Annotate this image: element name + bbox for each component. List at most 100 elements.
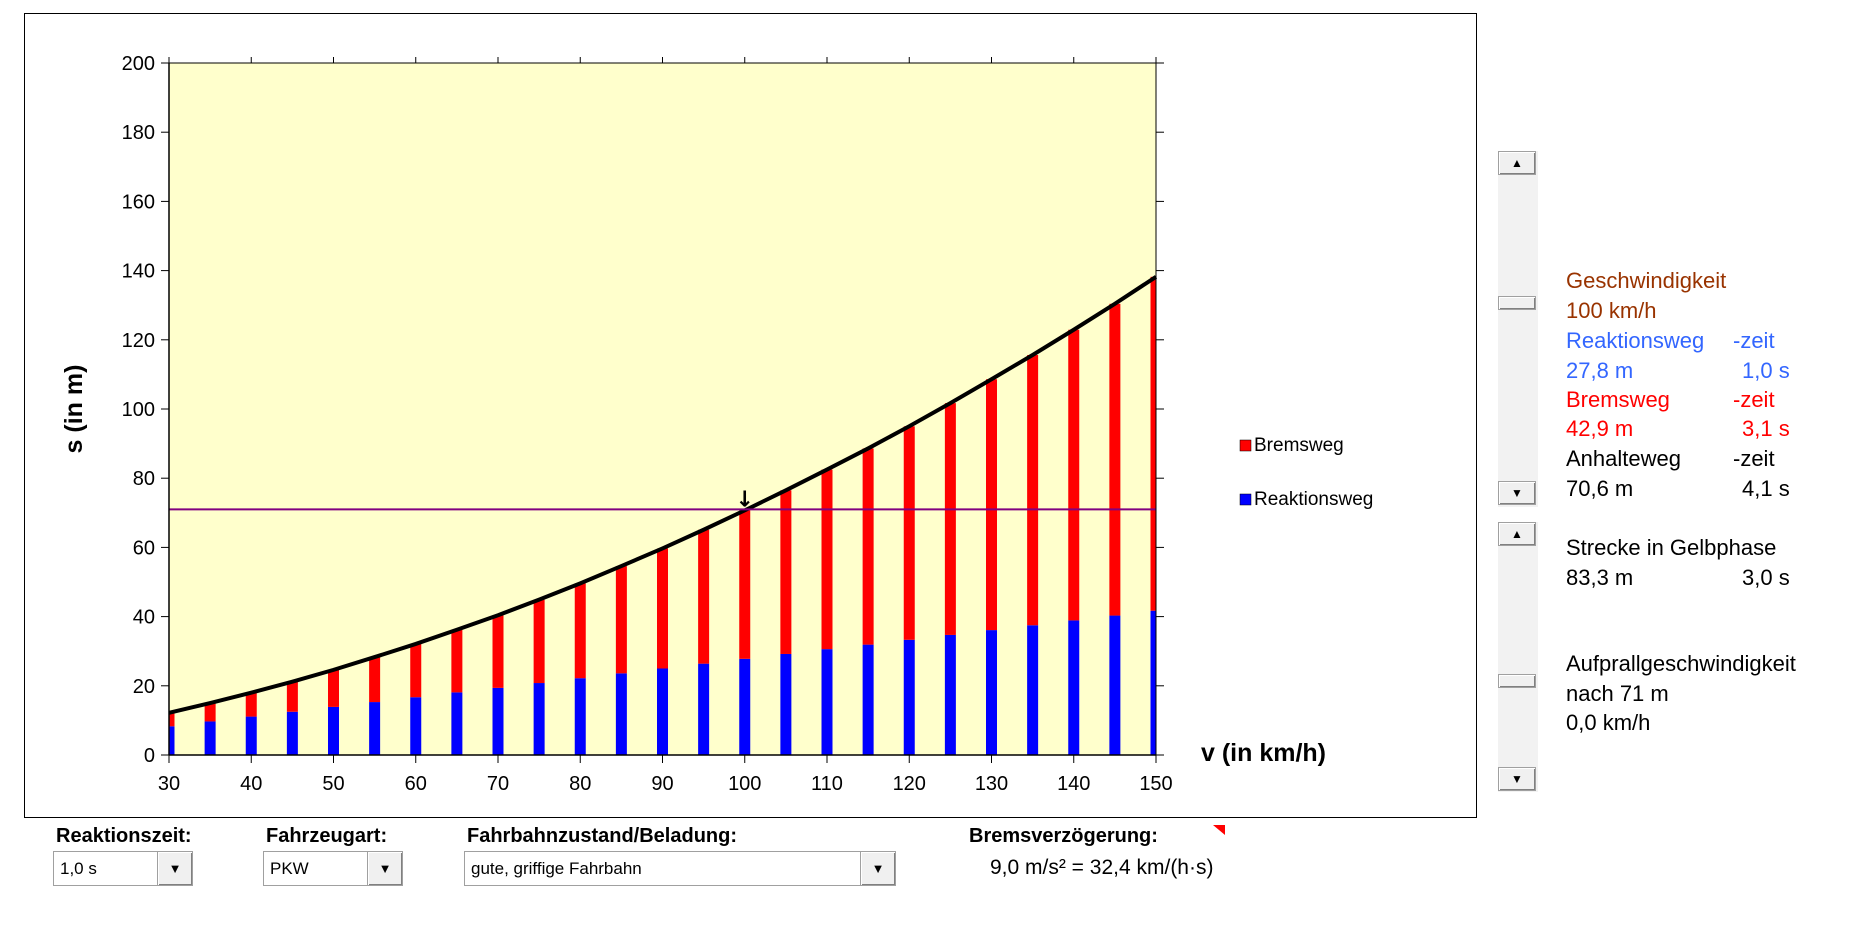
bar-reaktionsweg <box>574 678 586 755</box>
x-tick-label: 130 <box>975 773 1008 795</box>
geschwindigkeit-value: 100 km/h <box>1566 298 1657 323</box>
bar-reaktionsweg <box>944 634 956 755</box>
bar-reaktionsweg <box>1068 620 1080 755</box>
aufprall-value: 0,0 km/h <box>1566 710 1651 735</box>
x-tick-label: 40 <box>240 773 262 795</box>
scroll-down-arrow-icon[interactable]: ▼ <box>1498 481 1536 505</box>
bar-reaktionsweg <box>286 711 298 755</box>
fahrbahn-label: Fahrbahnzustand/Beladung: <box>467 825 737 847</box>
bar-reaktionsweg <box>698 663 710 755</box>
reaktionszeit-label: Reaktionszeit: <box>56 825 192 847</box>
x-tick-label: 90 <box>651 773 673 795</box>
bar-reaktionsweg <box>204 721 216 755</box>
bar-reaktionsweg <box>821 649 833 755</box>
legend-swatch <box>1239 439 1252 452</box>
bar-bremsweg <box>944 403 956 635</box>
bar-reaktionsweg <box>369 702 381 755</box>
speed-arrow-icon: ↓ <box>736 487 754 512</box>
dropdown-arrow-icon[interactable]: ▼ <box>860 852 895 885</box>
distance-scrollbar[interactable]: ▲ ▼ <box>1498 522 1538 792</box>
bar-bremsweg <box>533 599 545 684</box>
anhalteweg-value: 70,6 m <box>1566 476 1634 501</box>
y-tick-label: 120 <box>122 330 155 352</box>
y-tick-label: 40 <box>133 607 155 629</box>
bar-bremsweg <box>986 379 997 631</box>
anhaltezeit-value: 4,1 s <box>1742 476 1790 501</box>
scroll-up-arrow-icon[interactable]: ▲ <box>1498 522 1536 546</box>
bremsverzoegerung-label: Bremsverzögerung: <box>969 825 1158 847</box>
y-tick-label: 80 <box>133 468 155 490</box>
fahrbahn-dropdown[interactable]: gute, griffige Fahrbahn ▼ <box>464 851 896 886</box>
y-tick-label: 60 <box>133 537 155 559</box>
bar-reaktionsweg <box>451 692 463 755</box>
bar-bremsweg <box>328 669 339 707</box>
x-tick-label: 140 <box>1057 773 1090 795</box>
bar-bremsweg <box>615 566 627 674</box>
gelbphase-strecke: 83,3 m <box>1566 565 1634 590</box>
x-tick-label: 60 <box>405 773 427 795</box>
comment-indicator-icon <box>1213 825 1225 835</box>
x-tick-label: 50 <box>322 773 344 795</box>
bar-reaktionsweg <box>739 658 751 755</box>
y-tick-label: 20 <box>133 676 155 698</box>
anhaltezeit-label: -zeit <box>1733 446 1775 471</box>
bar-reaktionsweg <box>492 687 504 755</box>
bar-reaktionsweg <box>245 716 257 755</box>
reaktionsweg-value: 27,8 m <box>1566 358 1634 383</box>
bar-bremsweg <box>903 426 915 640</box>
dropdown-arrow-icon[interactable]: ▼ <box>367 852 402 885</box>
bar-bremsweg <box>1068 329 1080 621</box>
bar-bremsweg <box>204 703 216 722</box>
bar-bremsweg <box>862 448 874 645</box>
bar-reaktionsweg <box>410 697 422 755</box>
x-tick-label: 80 <box>569 773 591 795</box>
bar-bremsweg <box>169 712 175 727</box>
bar-bremsweg <box>739 510 751 659</box>
y-axis-title: s (in m) <box>60 365 88 454</box>
scroll-up-arrow-icon[interactable]: ▲ <box>1498 151 1536 175</box>
legend-label: Reaktionsweg <box>1254 489 1373 510</box>
reaktionszeit-value: 1,0 s <box>1742 358 1790 383</box>
bar-reaktionsweg <box>986 630 997 755</box>
chart-frame: 0 20 40 60 80 100 120 140 160 180 200 30 40 50 60 70 80 9… <box>24 13 1477 818</box>
bar-bremsweg <box>1150 276 1156 611</box>
x-tick-label: 150 <box>1139 773 1172 795</box>
bremszeit-label: -zeit <box>1733 387 1775 412</box>
bar-bremsweg <box>657 548 668 669</box>
bremsweg-label: Bremsweg <box>1566 387 1670 412</box>
fahrzeugart-label: Fahrzeugart: <box>266 825 388 847</box>
bar-reaktionsweg <box>1109 615 1121 755</box>
fahrzeugart-dropdown[interactable]: PKW ▼ <box>263 851 403 886</box>
legend-swatch <box>1239 493 1252 506</box>
y-tick-label: 160 <box>122 191 155 213</box>
legend-label: Bremsweg <box>1254 435 1344 456</box>
reaktionszeit-value: 1,0 s <box>60 859 97 878</box>
bremsweg-value: 42,9 m <box>1566 416 1634 441</box>
fahrbahn-value: gute, griffige Fahrbahn <box>471 859 642 878</box>
bar-bremsweg <box>492 615 504 688</box>
reaktionszeit-dropdown[interactable]: 1,0 s ▼ <box>53 851 193 886</box>
bar-reaktionsweg <box>780 653 792 755</box>
bar-bremsweg <box>821 469 833 650</box>
bar-bremsweg <box>574 583 586 679</box>
speed-scroll-thumb[interactable] <box>1498 296 1536 310</box>
bar-reaktionsweg <box>1027 625 1039 755</box>
geschwindigkeit-label: Geschwindigkeit <box>1566 268 1727 293</box>
bar-bremsweg <box>451 629 463 693</box>
speed-scrollbar[interactable]: ▲ ▼ <box>1498 151 1538 507</box>
aufprall-after: nach 71 m <box>1566 681 1669 706</box>
y-tick-label: 100 <box>122 399 155 421</box>
gelbphase-zeit: 3,0 s <box>1742 565 1790 590</box>
bar-bremsweg <box>698 529 710 664</box>
bar-bremsweg <box>780 490 792 654</box>
bremszeit-value: 3,1 s <box>1742 416 1790 441</box>
braking-distance-chart: 0 20 40 60 80 100 120 140 160 180 200 30 40 50 60 70 80 9… <box>60 53 1373 795</box>
x-tick-label: 100 <box>728 773 761 795</box>
bar-bremsweg <box>1109 303 1121 616</box>
scroll-down-arrow-icon[interactable]: ▼ <box>1498 767 1536 791</box>
bar-bremsweg <box>286 681 298 712</box>
bar-reaktionsweg <box>169 726 175 755</box>
dropdown-arrow-icon[interactable]: ▼ <box>157 852 192 885</box>
bar-reaktionsweg <box>533 683 545 755</box>
distance-scroll-thumb[interactable] <box>1498 674 1536 688</box>
